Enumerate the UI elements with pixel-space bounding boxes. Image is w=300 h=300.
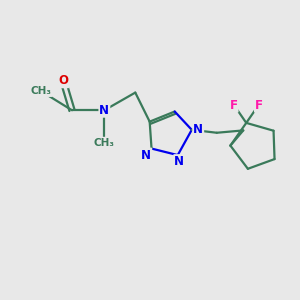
- Text: F: F: [230, 99, 238, 112]
- Text: F: F: [255, 99, 263, 112]
- Text: O: O: [58, 74, 68, 87]
- Text: N: N: [99, 104, 110, 117]
- Text: N: N: [174, 155, 184, 168]
- Text: N: N: [193, 123, 203, 136]
- Text: CH₃: CH₃: [31, 86, 52, 96]
- Text: N: N: [141, 148, 151, 161]
- Text: CH₃: CH₃: [94, 138, 115, 148]
